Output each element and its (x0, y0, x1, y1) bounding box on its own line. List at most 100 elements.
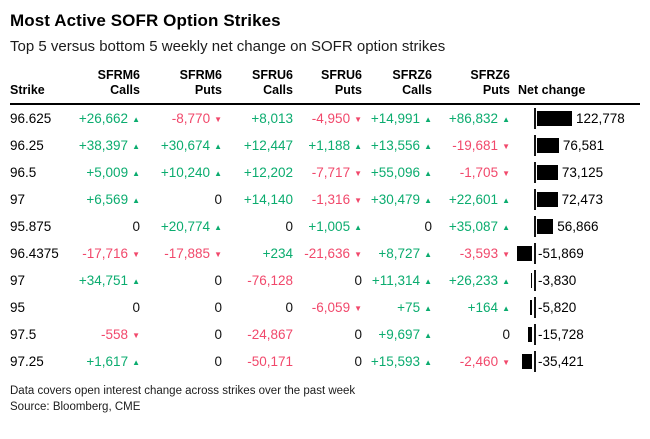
down-arrow-icon: ▼ (354, 250, 362, 260)
value-text: +9,697 (378, 327, 421, 343)
net-change-bar (537, 111, 572, 127)
value-cell: +5,009 ▲ (75, 159, 140, 186)
value-cell: 0 (140, 186, 222, 213)
value-cell: +20,774 ▲ (140, 213, 222, 240)
table-row: 96.625 +26,662 ▲ -8,770 ▼ +8,013 -4,950 ▼ +14,99… (10, 104, 640, 132)
value-cell: -2,460 ▼ (432, 348, 510, 375)
net-change-cell: 76,581 (510, 132, 640, 159)
value-text: 0 (214, 300, 222, 316)
zero-baseline-tick (534, 351, 536, 373)
value-text: -24,867 (247, 327, 293, 343)
value-cell: -8,770 ▼ (140, 104, 222, 132)
value-text: -17,716 (82, 246, 129, 262)
value-text: +14,991 (370, 111, 421, 127)
net-change-bar (537, 219, 554, 235)
table-row: 96.25 +38,397 ▲ +30,674 ▲ +12,447 +1,188 ▲ +13,5… (10, 132, 640, 159)
net-change-cell: -35,421 (510, 348, 640, 375)
net-change-bar (537, 138, 559, 154)
value-cell: -4,950 ▼ (293, 104, 362, 132)
value-text: +13,556 (370, 138, 421, 154)
value-text: -8,770 (171, 111, 211, 127)
strike-cell: 96.25 (10, 138, 44, 154)
value-text: +55,096 (370, 165, 421, 181)
net-change-bar (517, 246, 532, 262)
value-cell: +14,991 ▲ (362, 104, 432, 132)
value-text: -4,950 (311, 111, 351, 127)
zero-baseline-tick (534, 216, 536, 238)
net-change-value: -5,820 (538, 300, 577, 316)
up-arrow-icon: ▲ (354, 142, 362, 152)
value-cell: 0 (293, 321, 362, 348)
value-cell: +1,005 ▲ (293, 213, 362, 240)
value-cell: +9,697 ▲ (362, 321, 432, 348)
zero-baseline-tick (534, 270, 536, 292)
value-cell: -7,717 ▼ (293, 159, 362, 186)
value-cell: +34,751 ▲ (75, 267, 140, 294)
value-text: +22,601 (448, 192, 499, 208)
value-cell: +26,233 ▲ (432, 267, 510, 294)
table-row: 97.25 +1,617 ▲ 0 -50,171 0 +15,593 ▲ -2,460 ▼ -35,… (10, 348, 640, 375)
chart-card: Most Active SOFR Option Strikes Top 5 ve… (10, 11, 640, 413)
value-text: +8,013 (251, 111, 293, 127)
net-change-value: 122,778 (576, 111, 625, 127)
up-arrow-icon: ▲ (132, 115, 140, 125)
value-cell: +12,447 (222, 132, 293, 159)
net-change-cell: 72,473 (510, 186, 640, 213)
net-change-cell: -51,869 (510, 240, 640, 267)
chart-title: Most Active SOFR Option Strikes (10, 11, 281, 30)
value-text: 0 (132, 219, 140, 235)
net-change-cell: -15,728 (510, 321, 640, 348)
value-cell: +30,674 ▲ (140, 132, 222, 159)
value-text: 0 (502, 327, 510, 343)
up-arrow-icon: ▲ (132, 142, 140, 152)
value-text: -1,316 (311, 192, 351, 208)
down-arrow-icon: ▼ (132, 331, 140, 341)
up-arrow-icon: ▲ (424, 304, 432, 314)
strike-cell: 97.25 (10, 354, 44, 370)
value-cell: -76,128 (222, 267, 293, 294)
value-text: -6,059 (311, 300, 351, 316)
net-change-bar (537, 192, 558, 208)
up-arrow-icon: ▲ (502, 304, 510, 314)
table-row: 95 0 0 0 -6,059 ▼ +75 ▲ +164 ▲ -5,820 (10, 294, 640, 321)
table-row: 97 +6,569 ▲ 0 +14,140 -1,316 ▼ +30,479 ▲ +22,601 ▲… (10, 186, 640, 213)
value-cell: +75 ▲ (362, 294, 432, 321)
net-change-value: -15,728 (538, 327, 584, 343)
net-change-value: 73,125 (561, 165, 604, 181)
up-arrow-icon: ▲ (424, 250, 432, 260)
value-cell: +38,397 ▲ (75, 132, 140, 159)
value-cell: -17,885 ▼ (140, 240, 222, 267)
col-header-sfrz6-puts: SFRZ6 Puts (432, 68, 510, 106)
zero-baseline-tick (534, 324, 536, 346)
value-cell: +10,240 ▲ (140, 159, 222, 186)
up-arrow-icon: ▲ (132, 358, 140, 368)
up-arrow-icon: ▲ (132, 277, 140, 287)
up-arrow-icon: ▲ (424, 115, 432, 125)
zero-baseline-tick (534, 243, 536, 265)
table-row: 97.5 -558 ▼ 0 -24,867 0 +9,697 ▲ 0 -15,728 (10, 321, 640, 348)
strike-cell: 97 (10, 192, 26, 208)
value-text: +30,674 (160, 138, 211, 154)
value-cell: +86,832 ▲ (432, 104, 510, 132)
down-arrow-icon: ▼ (354, 169, 362, 179)
footer-source: Source: Bloomberg, CME (10, 400, 141, 413)
value-text: -3,593 (459, 246, 499, 262)
up-arrow-icon: ▲ (354, 223, 362, 233)
value-text: +6,569 (86, 192, 129, 208)
strike-cell: 96.4375 (10, 246, 59, 262)
chart-subtitle: Top 5 versus bottom 5 weekly net change … (10, 38, 446, 56)
down-arrow-icon: ▼ (502, 250, 510, 260)
net-change-value: 72,473 (561, 192, 603, 208)
value-text: +234 (262, 246, 293, 262)
value-text: -7,717 (311, 165, 351, 181)
value-cell: 0 (75, 294, 140, 321)
value-cell: 0 (222, 213, 293, 240)
zero-baseline-tick (534, 108, 536, 130)
down-arrow-icon: ▼ (502, 358, 510, 368)
value-cell: 0 (140, 294, 222, 321)
value-text: 0 (354, 354, 362, 370)
value-text: -76,128 (247, 273, 293, 289)
value-text: +20,774 (160, 219, 211, 235)
down-arrow-icon: ▼ (132, 250, 140, 260)
down-arrow-icon: ▼ (354, 115, 362, 125)
